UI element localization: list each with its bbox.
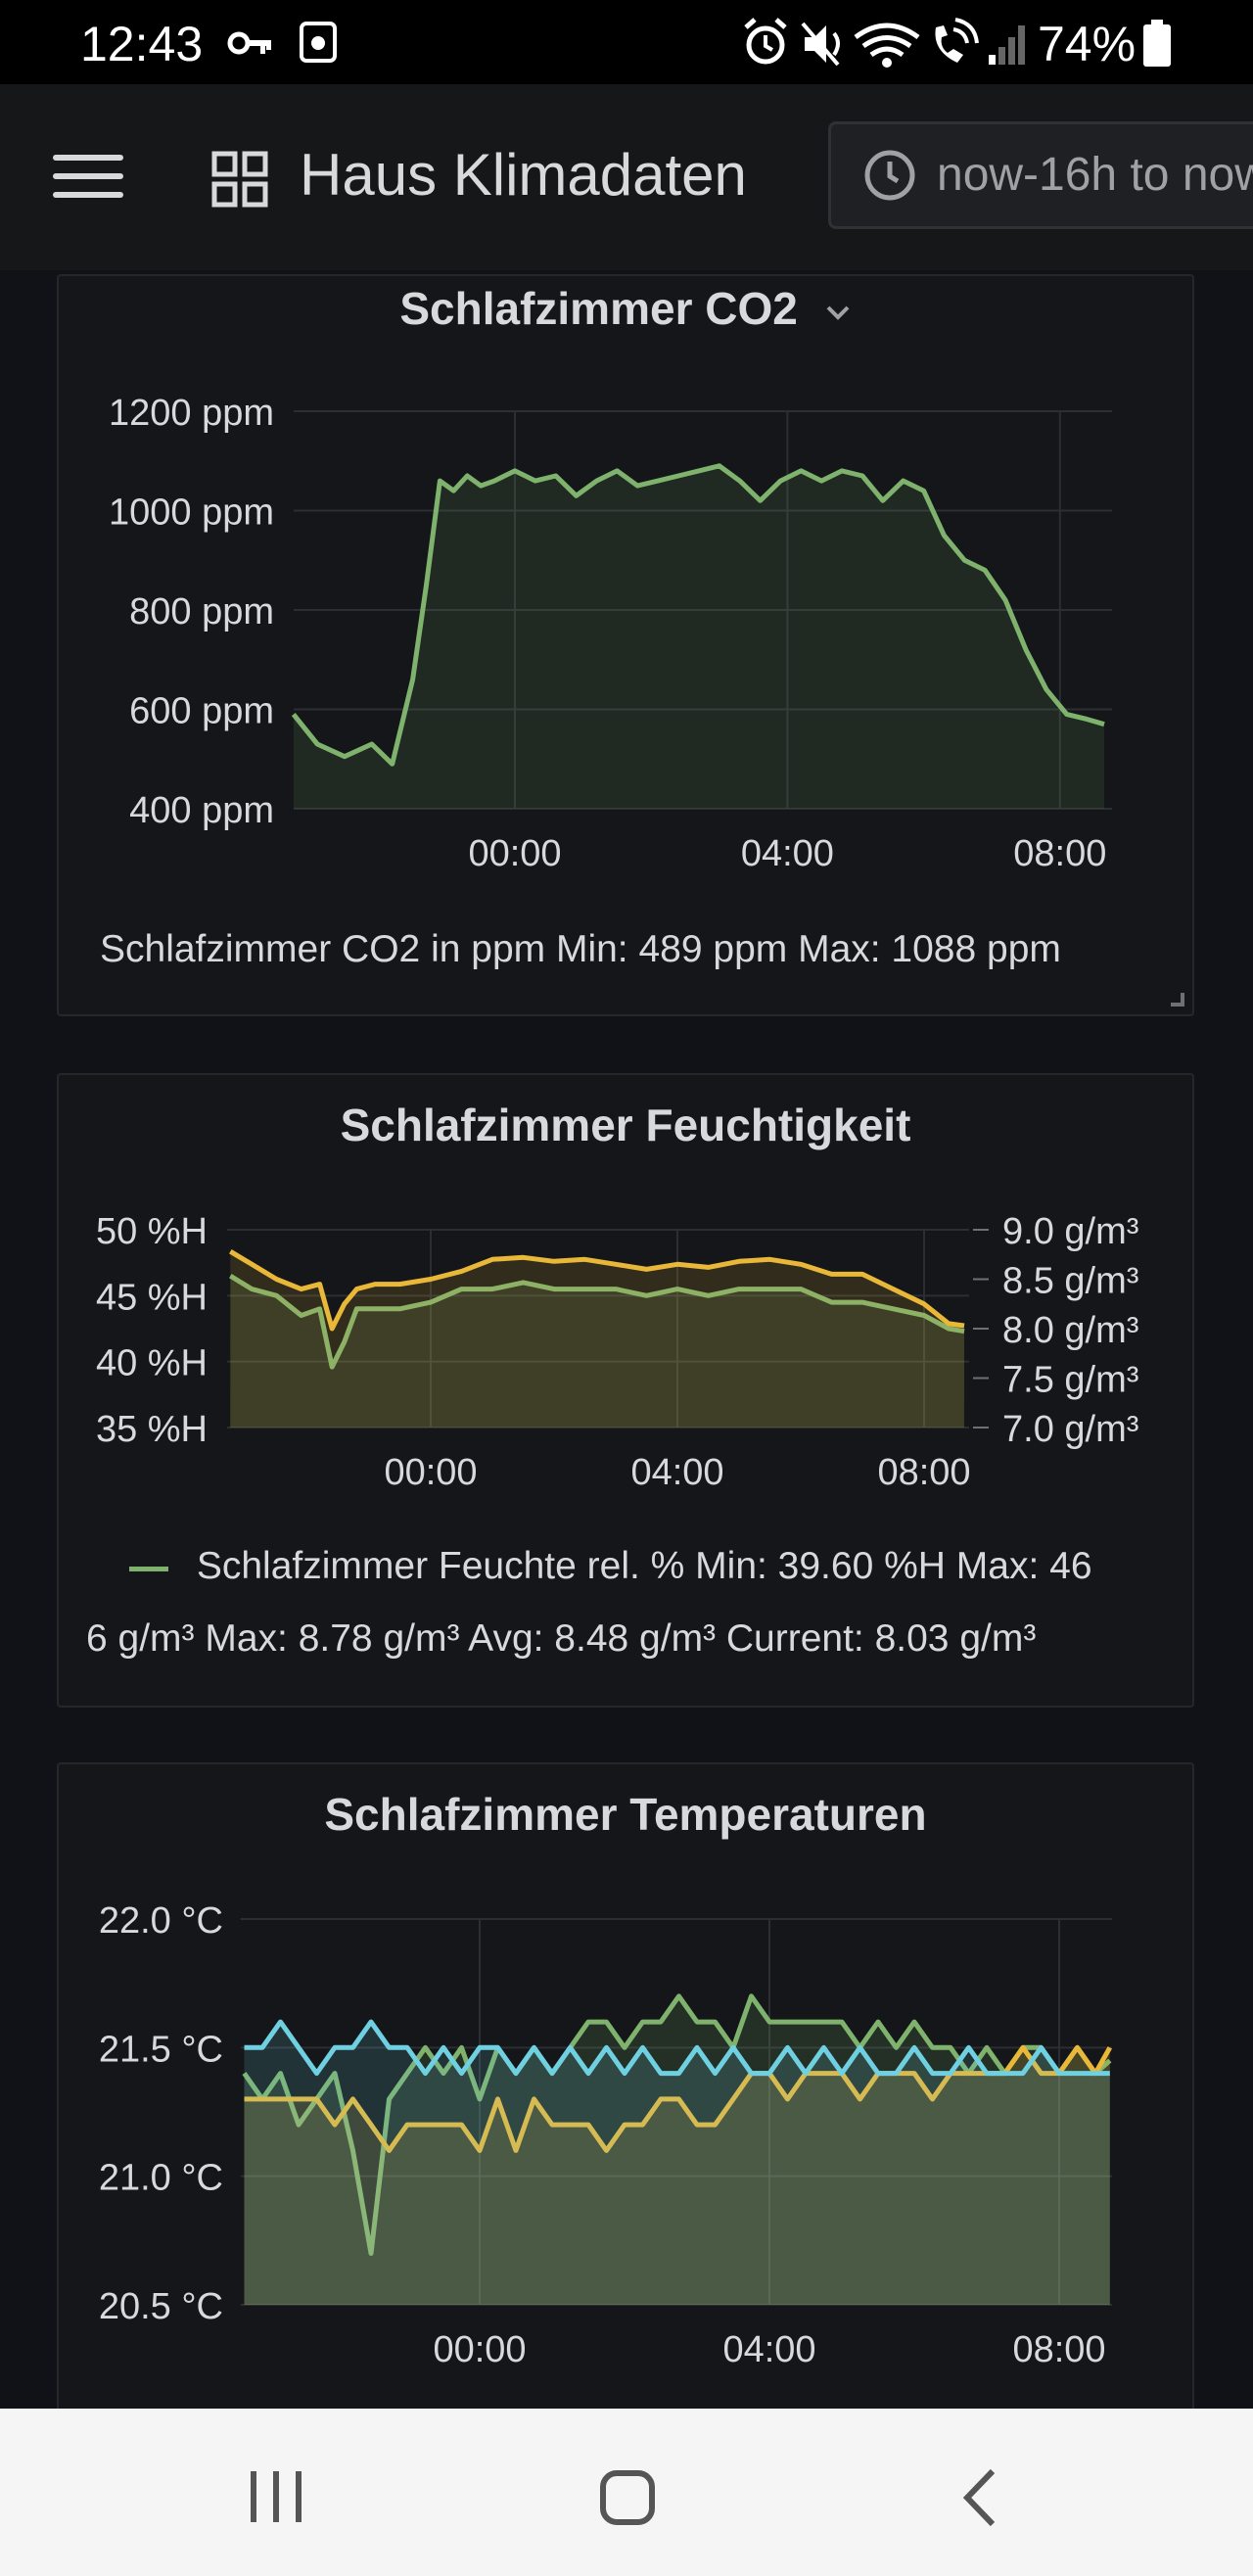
x-tick-label: 04:00 bbox=[741, 833, 834, 874]
status-bar: 12:43 bbox=[0, 0, 1253, 84]
time-range-label: now-16h to now bbox=[937, 149, 1253, 201]
y-tick-label: 800 ppm bbox=[129, 591, 274, 632]
x-tick-label: 00:00 bbox=[384, 1452, 477, 1493]
y-tick-label: 21.0 °C bbox=[99, 2158, 223, 2199]
alarm-icon bbox=[744, 18, 787, 65]
x-tick-label: 08:00 bbox=[1012, 2329, 1105, 2370]
panel-temperature: Schlafzimmer Temperaturen 20.5 °C 21.0 °C… bbox=[57, 1762, 1194, 2428]
x-tick-label: 04:00 bbox=[722, 2329, 815, 2370]
y-right-tick-label: 7.0 g/m³ bbox=[1002, 1409, 1138, 1450]
wifi-icon bbox=[854, 23, 920, 68]
recent-apps-icon[interactable] bbox=[249, 2469, 303, 2524]
panel-title-text: Schlafzimmer CO2 bbox=[399, 283, 798, 334]
android-nav-bar bbox=[0, 2409, 1253, 2576]
y-tick-label: 21.5 °C bbox=[99, 2029, 223, 2070]
time-range-picker[interactable]: now-16h to now bbox=[828, 121, 1253, 229]
y-tick-label: 400 ppm bbox=[129, 790, 274, 831]
clock-icon bbox=[864, 150, 915, 201]
panel-co2: Schlafzimmer CO2 400 ppm 600 ppm 800 ppm 10… bbox=[57, 274, 1194, 1016]
series-line bbox=[229, 1249, 965, 1332]
humidity-chart[interactable]: 35 %H 40 %H 45 %H 50 %H 7.0 g/m³ 7.5 g/m³ 8.0 … bbox=[59, 1075, 1196, 1525]
y-tick-label: 600 ppm bbox=[129, 691, 274, 732]
signal-icon bbox=[989, 25, 1025, 65]
panel-title-text: Schlafzimmer Temperaturen bbox=[324, 1789, 927, 1840]
mute-icon bbox=[801, 22, 840, 67]
y-right-tick-label: 8.5 g/m³ bbox=[1002, 1261, 1138, 1302]
x-tick-label: 08:00 bbox=[877, 1452, 970, 1493]
humidity-legend-2[interactable]: 6 g/m³ Max: 8.78 g/m³ Avg: 8.48 g/m³ Cur… bbox=[86, 1617, 1036, 1661]
y-tick-label: 22.0 °C bbox=[99, 1900, 223, 1942]
legend-humidity-rel: Schlafzimmer Feuchte rel. % Min: 39.60 %… bbox=[196, 1545, 1092, 1587]
y-tick-label: 1000 ppm bbox=[109, 492, 274, 534]
legend-humidity-abs: 6 g/m³ Max: 8.78 g/m³ Avg: 8.48 g/m³ Cur… bbox=[86, 1617, 1037, 1660]
y-right-tick-label: 7.5 g/m³ bbox=[1002, 1360, 1138, 1401]
x-tick-label: 00:00 bbox=[433, 2329, 526, 2370]
y-tick-label: 35 %H bbox=[96, 1409, 208, 1450]
panel-title-text: Schlafzimmer Feuchtigkeit bbox=[340, 1100, 911, 1150]
panel-title[interactable]: Schlafzimmer Temperaturen bbox=[59, 1788, 1192, 1841]
series-area bbox=[230, 1251, 964, 1428]
menu-icon[interactable] bbox=[53, 155, 123, 198]
y-tick-label: 40 %H bbox=[96, 1343, 208, 1384]
y-right-tick-label: 9.0 g/m³ bbox=[1002, 1211, 1138, 1252]
panel-title[interactable]: Schlafzimmer Feuchtigkeit bbox=[59, 1099, 1192, 1151]
dashboard-title[interactable]: Haus Klimadaten bbox=[300, 142, 747, 208]
legend-co2: Schlafzimmer CO2 in ppm Min: 489 ppm Max… bbox=[100, 928, 1061, 970]
legend-color-swatch bbox=[129, 1566, 168, 1571]
series-line bbox=[244, 2044, 1112, 2153]
battery-icon bbox=[1143, 20, 1171, 67]
x-tick-label: 08:00 bbox=[1013, 833, 1106, 874]
y-tick-label: 50 %H bbox=[96, 1211, 208, 1252]
humidity-legend-1[interactable]: Schlafzimmer Feuchte rel. % Min: 39.60 %… bbox=[129, 1545, 1092, 1588]
status-time: 12:43 bbox=[80, 17, 204, 71]
panel-humidity: Schlafzimmer Feuchtigkeit 35 %H 40 %H 45 %… bbox=[57, 1073, 1194, 1708]
co2-legend[interactable]: Schlafzimmer CO2 in ppm Min: 489 ppm Max… bbox=[100, 928, 1061, 971]
series-area bbox=[244, 2047, 1110, 2305]
battery-percent: 74% bbox=[1038, 17, 1137, 71]
series-area bbox=[293, 465, 1105, 809]
home-icon[interactable] bbox=[599, 2469, 656, 2526]
x-tick-label: 00:00 bbox=[468, 833, 561, 874]
series-area bbox=[230, 1276, 964, 1428]
photo-icon bbox=[300, 22, 337, 63]
series-area bbox=[244, 2022, 1110, 2305]
dashboard-grid-icon bbox=[211, 151, 268, 208]
back-icon[interactable] bbox=[959, 2467, 998, 2528]
series-line bbox=[228, 1273, 965, 1370]
y-tick-label: 20.5 °C bbox=[99, 2286, 223, 2327]
co2-chart[interactable]: 400 ppm 600 ppm 800 ppm 1000 ppm 1200 ppm 00:… bbox=[59, 276, 1196, 922]
series-line bbox=[244, 2019, 1110, 2077]
y-right-tick-label: 8.0 g/m³ bbox=[1002, 1310, 1138, 1351]
resize-handle-icon[interactable] bbox=[1167, 989, 1184, 1007]
y-tick-label: 1200 ppm bbox=[109, 393, 274, 434]
chevron-down-icon[interactable] bbox=[824, 303, 852, 322]
panel-title[interactable]: Schlafzimmer CO2 bbox=[59, 282, 1192, 335]
series-line bbox=[291, 463, 1105, 767]
temperature-chart[interactable]: 20.5 °C 21.0 °C 21.5 °C 22.0 °C 00:00 04:00 08… bbox=[59, 1764, 1196, 2391]
status-icons bbox=[744, 18, 1025, 68]
call-icon bbox=[935, 18, 979, 63]
x-tick-label: 04:00 bbox=[630, 1452, 723, 1493]
key-icon bbox=[227, 31, 271, 55]
y-tick-label: 45 %H bbox=[96, 1277, 208, 1318]
